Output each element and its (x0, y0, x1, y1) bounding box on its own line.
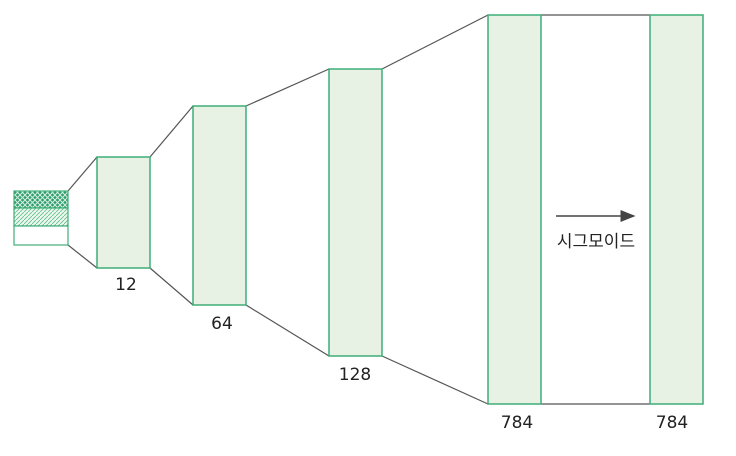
layer (192, 105, 247, 306)
edge (245, 68, 330, 107)
input-block (13, 190, 69, 246)
layer (96, 156, 151, 269)
layer-label: 128 (339, 365, 371, 385)
input-segment (13, 190, 69, 209)
layer-label: 64 (211, 314, 233, 334)
input-segment (13, 225, 69, 246)
layer-label: 784 (501, 413, 533, 433)
edge (67, 156, 98, 192)
layer-label: 784 (656, 413, 688, 433)
edge (381, 355, 489, 405)
layer (487, 14, 542, 405)
edge (149, 267, 194, 306)
input-segment (13, 207, 69, 227)
layer (649, 14, 704, 405)
layer-label: 12 (115, 275, 137, 295)
edge (245, 304, 330, 357)
edge (67, 244, 98, 269)
edges (67, 14, 650, 405)
edge (381, 14, 489, 70)
edge (149, 105, 194, 158)
layer (328, 68, 383, 357)
activation-label: 시그모이드 (557, 232, 635, 252)
